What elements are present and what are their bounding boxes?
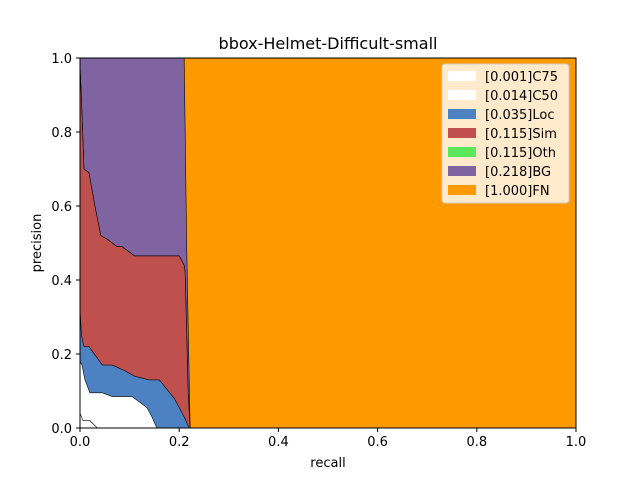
legend-swatch-0-115-sim	[448, 128, 476, 138]
legend-swatch-0-218-bg	[448, 166, 476, 176]
y-axis-ticks: 0.0 0.2 0.4 0.6 0.8 1.0	[51, 52, 80, 437]
y-tick-label: 0.2	[51, 348, 72, 363]
legend-swatch-0-014-c50	[448, 90, 476, 100]
x-axis-label: recall	[310, 456, 345, 471]
x-tick-label: 0.4	[268, 435, 289, 450]
x-axis-ticks: 0.0 0.2 0.4 0.6 0.8 1.0	[70, 428, 587, 450]
legend-label-0-115-sim: [0.115]Sim	[485, 127, 557, 142]
legend-swatch-1-000-fn	[448, 185, 476, 195]
x-tick-label: 0.0	[70, 435, 91, 450]
legend-label-0-035-loc: [0.035]Loc	[485, 108, 554, 123]
x-tick-label: 1.0	[566, 435, 587, 450]
legend-swatch-0-001-c75	[448, 71, 476, 81]
legend: [0.001]C75 [0.014]C50 [0.035]Loc [0.115]Sim…	[441, 63, 570, 204]
x-tick-label: 0.8	[466, 435, 487, 450]
legend-label-0-115-oth: [0.115]Oth	[485, 146, 556, 161]
x-tick-label: 0.6	[367, 435, 388, 450]
chart-title: bbox-Helmet-Difficult-small	[219, 34, 438, 53]
y-axis-label: precision	[30, 214, 45, 273]
legend-label-0-218-bg: [0.218]BG	[485, 165, 551, 180]
y-tick-label: 1.0	[51, 52, 72, 67]
y-tick-label: 0.4	[51, 274, 72, 289]
y-tick-label: 0.6	[51, 200, 72, 215]
legend-swatch-0-115-oth	[448, 147, 476, 157]
legend-label-0-001-c75: [0.001]C75	[485, 70, 558, 85]
x-tick-label: 0.2	[169, 435, 190, 450]
y-tick-label: 0.0	[51, 422, 72, 437]
plot-frame	[79, 57, 577, 429]
legend-label-1-000-fn: [1.000]FN	[485, 184, 550, 199]
y-tick-label: 0.8	[51, 126, 72, 141]
legend-swatch-0-035-loc	[448, 109, 476, 119]
legend-label-0-014-c50: [0.014]C50	[485, 89, 558, 104]
